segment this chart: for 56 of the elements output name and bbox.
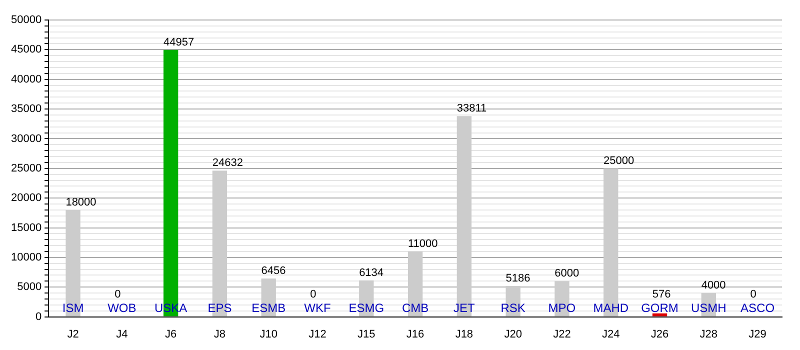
x-tick-label: J4: [116, 328, 128, 340]
data-label: 0: [114, 288, 121, 300]
annotation: JET: [454, 301, 476, 316]
y-tick-label: 40000: [10, 73, 42, 86]
data-label: 4000: [701, 280, 726, 292]
annotation: WKF: [304, 301, 331, 316]
x-tick-label: J26: [650, 328, 669, 340]
annotation: CMB: [402, 301, 429, 316]
annotation: USMH: [690, 301, 726, 316]
y-tick-label: 45000: [10, 44, 42, 56]
x-tick-label: J2: [67, 328, 79, 340]
x-tick-label: J29: [748, 328, 766, 340]
annotation: MPO: [548, 301, 576, 316]
annotation: ISM: [62, 301, 84, 316]
y-tick-label: 50000: [10, 14, 42, 26]
annotation: RSK: [500, 301, 526, 316]
annotation: GORM: [641, 301, 678, 316]
data-label: 11000: [408, 238, 438, 250]
data-label: 0: [310, 288, 316, 300]
data-label: 25000: [604, 154, 634, 167]
bar: [652, 313, 668, 316]
annotation: ASCO: [740, 301, 775, 316]
data-label: 18000: [66, 196, 96, 208]
data-label: 6456: [261, 265, 286, 278]
x-tick-label: J28: [700, 328, 718, 340]
x-tick-label: J8: [214, 328, 226, 340]
y-tick-label: 15000: [10, 222, 42, 234]
annotation: EPS: [208, 301, 232, 316]
x-tick-label: J20: [504, 328, 522, 340]
data-label: 6000: [554, 268, 580, 280]
y-tick-label: 0: [35, 310, 42, 323]
data-label: 0: [750, 288, 756, 300]
data-label: 44957: [163, 36, 194, 48]
x-tick-label: J15: [358, 328, 376, 340]
x-tick-label: J16: [406, 328, 424, 340]
annotation: WOB: [108, 301, 136, 316]
x-tick-label: J24: [602, 328, 620, 340]
y-tick-label: 30000: [10, 132, 42, 145]
data-label: 6134: [359, 266, 384, 279]
y-tick-label: 25000: [10, 162, 42, 174]
x-tick-label: J12: [308, 328, 326, 340]
data-label: 24632: [212, 157, 243, 170]
x-tick-label: J6: [165, 328, 177, 340]
y-tick-label: 35000: [10, 103, 42, 116]
data-label: 576: [652, 288, 671, 300]
annotation: ESMB: [252, 301, 286, 316]
x-tick-label: J18: [455, 328, 474, 340]
x-tick-label: J22: [553, 328, 571, 340]
data-label: 33811: [456, 102, 487, 115]
y-tick-label: 5000: [17, 281, 42, 294]
data-label: 5186: [506, 272, 530, 285]
y-tick-label: 20000: [10, 192, 42, 204]
annotation: ESMG: [348, 301, 384, 316]
annotation: MAHD: [593, 301, 629, 316]
x-tick-label: J10: [260, 328, 278, 340]
y-tick-label: 10000: [10, 251, 42, 264]
